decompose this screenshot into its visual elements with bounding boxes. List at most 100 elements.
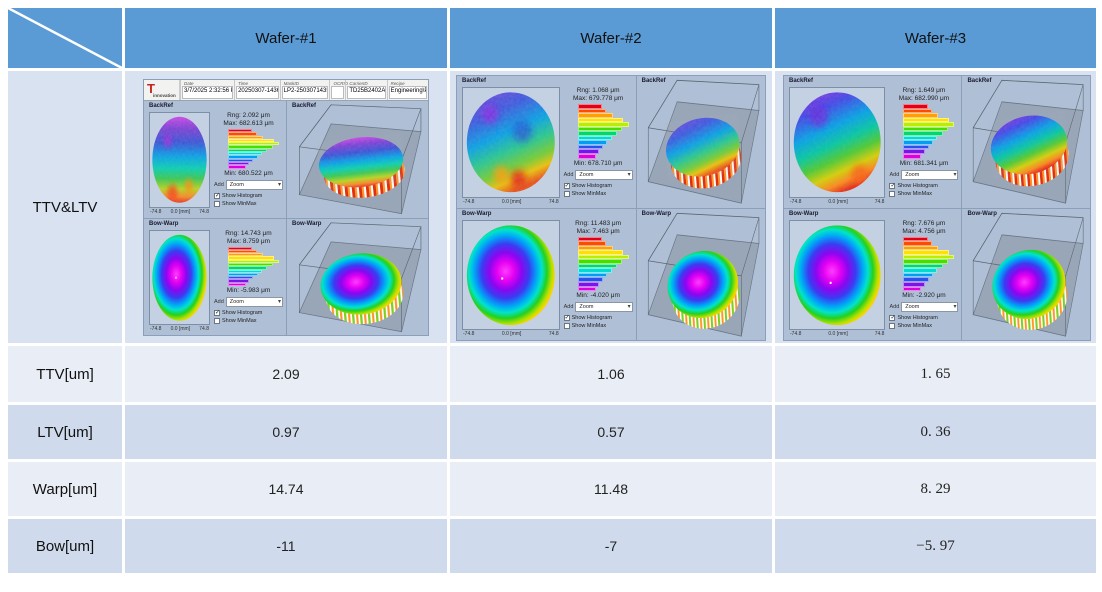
bow-warp-panels: Bow-Warp -74.8 0.0 [mm] 74.8: [144, 217, 428, 336]
panel-title: BackRef: [149, 103, 174, 109]
logo-word: innovation: [153, 93, 176, 98]
front-surface-panels: BackRef: [784, 76, 1090, 208]
show-histogram-checkbox[interactable]: Show Histogram: [563, 182, 633, 190]
color-scale-histogram: [903, 236, 956, 292]
bow-2d-panel: Bow-Warp -74.8 0.0 [mm] 74.8: [144, 219, 286, 336]
zoom-dropdown[interactable]: Zoom: [575, 169, 633, 180]
diagonal-divider: [8, 8, 122, 68]
min-value: Min: -5.983 μm: [226, 287, 271, 294]
wafer-front-map-3d: [647, 79, 759, 204]
color-scale-histogram: [577, 104, 631, 159]
panel-title: BackRef: [292, 103, 317, 109]
wafer-bow-map-2d: [466, 224, 555, 325]
front-3d-panel: BackRef: [635, 76, 765, 208]
field-date: Date 3/7/2025 2:32:56 PM: [180, 80, 234, 100]
color-scale-histogram: [903, 104, 956, 159]
row-label-ltv: LTV[um]: [8, 405, 122, 459]
front-3d-panel: BackRef: [286, 101, 428, 218]
vendor-logo: T innovation: [144, 80, 180, 100]
max-value: Max: 4.756 μm: [902, 227, 946, 235]
show-histogram-checkbox[interactable]: Show Histogram: [214, 309, 283, 317]
front-surface-panels: BackRef: [144, 101, 428, 218]
bow-3d-panel: Bow-Warp: [961, 208, 1090, 340]
checkbox-checked-icon[interactable]: [889, 182, 896, 189]
show-histogram-checkbox[interactable]: Show Histogram: [889, 314, 958, 322]
checkbox-checked-icon[interactable]: [214, 192, 220, 199]
front-surface-panels: BackRef: [457, 76, 765, 208]
checkbox-checked-icon[interactable]: [889, 315, 896, 321]
checkbox-unchecked-icon[interactable]: [214, 200, 220, 207]
show-histogram-checkbox[interactable]: Show Histogram: [889, 182, 958, 190]
checkbox-unchecked-icon[interactable]: [563, 323, 570, 329]
map-axis-labels: -74.8 0.0 [mm] 74.8: [790, 198, 885, 205]
show-minmax-checkbox[interactable]: Show MinMax: [889, 322, 958, 330]
wafer1-metrology-screenshot: T innovation Date 3/7/2025 2:32:56 PM Ti…: [143, 79, 429, 336]
show-histogram-checkbox[interactable]: Show Histogram: [563, 314, 633, 322]
checkbox-checked-icon[interactable]: [214, 310, 220, 316]
front-2d-map-frame: -74.8 0.0 [mm] 74.8: [149, 112, 210, 215]
checkbox-checked-icon[interactable]: [563, 182, 570, 189]
map-axis-labels: -74.8 0.0 [mm] 74.8: [150, 326, 209, 332]
bow-value-wafer2: -7: [450, 519, 772, 573]
checkbox-unchecked-icon[interactable]: [214, 318, 220, 324]
logo-t-icon: T: [147, 81, 155, 96]
field-recipe: Recipe Engineering\P_6: [386, 80, 428, 100]
show-minmax-checkbox[interactable]: Show MinMax: [214, 317, 283, 325]
max-value: Max: 8.759 μm: [226, 237, 271, 245]
add-label: Add: [214, 299, 224, 305]
zoom-dropdown[interactable]: Zoom: [901, 302, 959, 312]
bow-2d-map-frame: -74.8 0.0 [mm] 74.8: [149, 229, 210, 332]
row-label-bow: Bow[um]: [8, 519, 122, 573]
front-stats: Rng: 2.092 μm Max: 682.613 μm Min: 680.5…: [210, 112, 284, 208]
map-axis-labels: -74.8 0.0 [mm] 74.8: [150, 208, 209, 215]
checkbox-unchecked-icon[interactable]: [889, 190, 896, 197]
bow-warp-panels: Bow-Warp -74.8 0.0 [mm] 74.8: [784, 207, 1090, 340]
map-axis-labels: -74.8 0.0 [mm] 74.8: [790, 331, 885, 337]
row-label-ttv: TTV[um]: [8, 346, 122, 402]
checkbox-unchecked-icon[interactable]: [889, 323, 896, 329]
wafer3-metrology-screenshot: BackRef: [783, 75, 1091, 341]
ttv-value-wafer1: 2.09: [125, 346, 447, 402]
field-time: Time 20250307-143653: [234, 80, 280, 100]
ttv-value-wafer3: 1. 65: [775, 346, 1096, 402]
show-minmax-checkbox[interactable]: Show MinMax: [563, 190, 633, 198]
checkbox-unchecked-icon[interactable]: [563, 190, 570, 197]
map-axis-labels: -74.8 0.0 [mm] 74.8: [463, 331, 559, 337]
bow-stats: Rng: 11.483 μm Max: 7.463 μm Min: -4.020…: [560, 220, 634, 331]
ttv-value-wafer2: 1.06: [450, 346, 772, 402]
checkbox-checked-icon[interactable]: [563, 315, 570, 321]
column-header-wafer3: Wafer-#3: [775, 8, 1096, 68]
zoom-dropdown[interactable]: Zoom: [575, 302, 633, 312]
panel-title: Bow-Warp: [789, 210, 819, 217]
show-minmax-checkbox[interactable]: Show MinMax: [563, 322, 633, 330]
color-scale-histogram: [228, 246, 281, 287]
map-axis-labels: -74.8 0.0 [mm] 74.8: [463, 198, 559, 205]
wafer-front-map-2d: [793, 92, 881, 193]
wafer2-metrology-screenshot: BackRef: [456, 75, 766, 341]
wafer-front-map-2d: [152, 116, 207, 203]
range-value: Rng: 2.092 μm: [227, 112, 270, 119]
bow-stats: Rng: 14.743 μm Max: 8.759 μm Min: -5.983…: [210, 230, 284, 326]
range-value: Rng: 1.068 μm: [576, 87, 620, 94]
add-label: Add: [214, 181, 224, 188]
bow-2d-map-frame: -74.8 0.0 [mm] 74.8: [789, 219, 886, 337]
column-header-wafer2: Wafer-#2: [450, 8, 772, 68]
show-minmax-checkbox[interactable]: Show MinMax: [214, 200, 283, 208]
range-value: Rng: 1.649 μm: [902, 87, 946, 94]
zoom-dropdown[interactable]: Zoom: [901, 169, 959, 180]
field-ocrid: OCRID: [329, 80, 348, 100]
wafer-bow-map-3d: [973, 212, 1085, 337]
add-label: Add: [889, 304, 900, 310]
zoom-dropdown[interactable]: Zoom: [225, 297, 283, 307]
zoom-dropdown[interactable]: Zoom: [225, 179, 283, 190]
bow-stats: Rng: 7.676 μm Max: 4.756 μm Min: -2.920 …: [885, 220, 959, 331]
panel-title: BackRef: [462, 78, 487, 84]
ltv-value-wafer3: 0. 36: [775, 405, 1096, 459]
panel-title: BackRef: [641, 78, 666, 84]
show-minmax-checkbox[interactable]: Show MinMax: [889, 190, 958, 198]
show-histogram-checkbox[interactable]: Show Histogram: [214, 192, 283, 200]
max-value: Max: 682.990 μm: [898, 95, 950, 102]
wafer-bow-map-3d: [298, 221, 422, 332]
screenshot-header-bar: T innovation Date 3/7/2025 2:32:56 PM Ti…: [144, 80, 428, 101]
wafer-bow-map-2d: [793, 224, 881, 325]
